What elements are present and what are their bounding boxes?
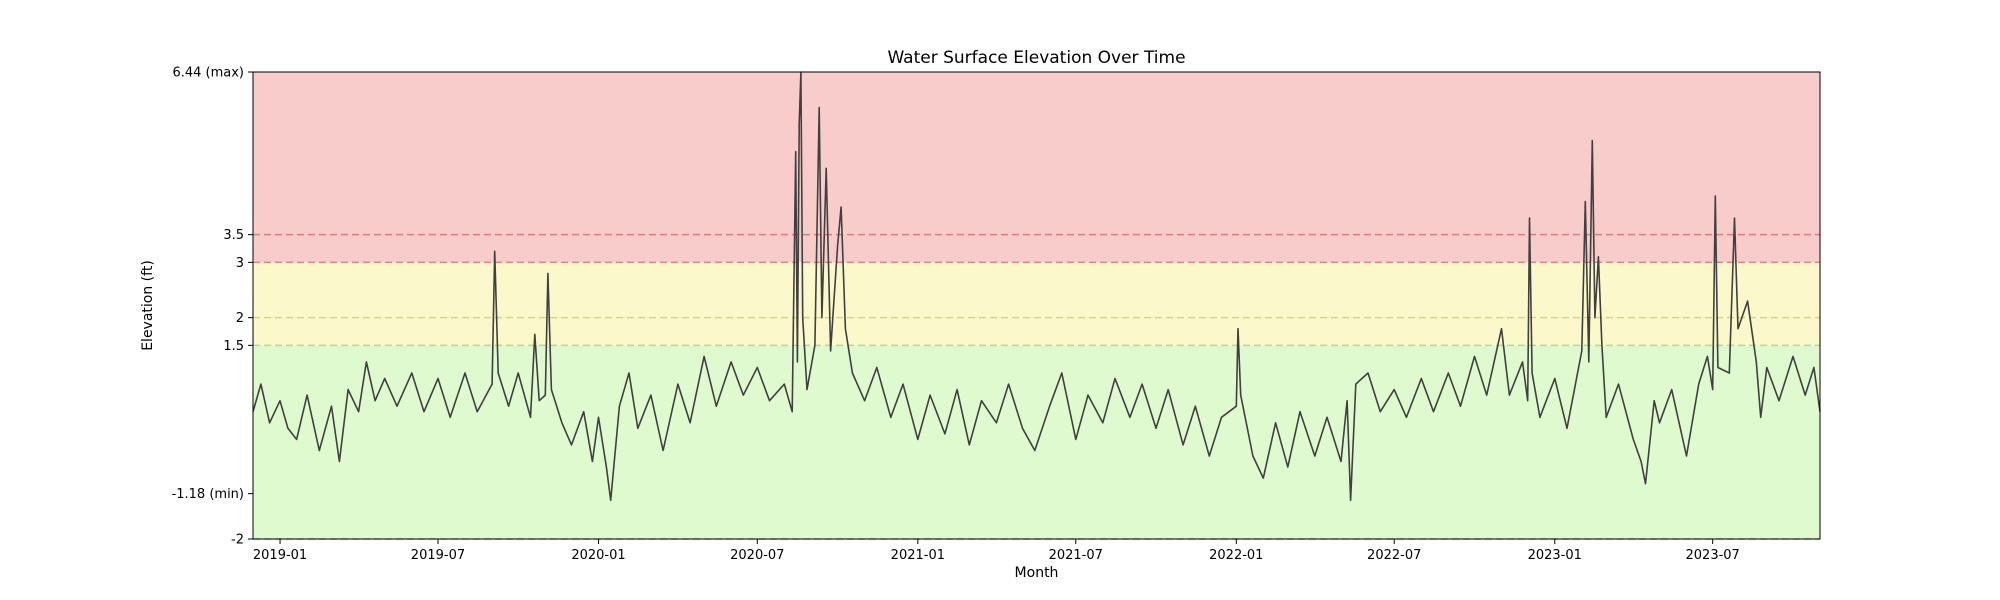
x-tick-label: 2019-01 [253, 548, 307, 563]
y-tick-label: 2 [236, 311, 244, 326]
band-0 [253, 345, 1820, 539]
band-1 [253, 262, 1820, 346]
x-tick-label: 2022-07 [1367, 548, 1421, 563]
y-axis-ticks: 6.44 (max) 3.5 3 2 1.5 -1.18 (min) -2 [172, 66, 253, 548]
x-tick-label: 2020-01 [571, 548, 625, 563]
x-axis-ticks: 2019-01 2019-07 2020-01 2020-07 2021-01 2021-… [253, 539, 1740, 563]
y-tick-label: 3.5 [223, 228, 244, 243]
chart-title: Water Surface Elevation Over Time [887, 48, 1185, 68]
x-tick-label: 2021-01 [891, 548, 945, 563]
y-tick-label: -1.18 (min) [172, 487, 244, 502]
y-tick-label: 1.5 [223, 339, 244, 354]
elevation-series-line [252, 71, 1821, 502]
plot-frame [252, 71, 1821, 540]
x-tick-label: 2021-07 [1049, 548, 1103, 563]
x-tick-label: 2023-01 [1528, 548, 1582, 563]
threshold-bands [253, 72, 1820, 539]
x-tick-label: 2020-07 [730, 548, 784, 563]
x-axis-title: Month [1015, 565, 1059, 581]
x-tick-label: 2019-07 [411, 548, 465, 563]
y-tick-label: 6.44 (max) [172, 66, 244, 81]
y-tick-label: 3 [236, 256, 244, 271]
y-tick-label: -2 [231, 533, 244, 548]
x-tick-label: 2023-07 [1686, 548, 1740, 563]
band-2 [253, 72, 1820, 263]
y-axis-title: Elevation (ft) [140, 260, 156, 351]
x-tick-label: 2022-01 [1209, 548, 1263, 563]
